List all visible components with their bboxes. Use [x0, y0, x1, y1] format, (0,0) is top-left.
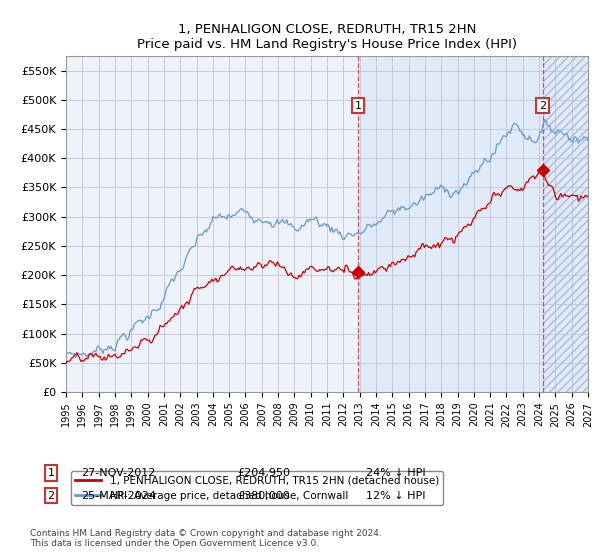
Text: 25-MAR-2024: 25-MAR-2024	[81, 491, 156, 501]
Bar	[543, 44, 588, 395]
Text: Contains HM Land Registry data © Crown copyright and database right 2024.
This d: Contains HM Land Registry data © Crown c…	[30, 529, 382, 548]
Text: 24% ↓ HPI: 24% ↓ HPI	[366, 468, 425, 478]
Text: 1: 1	[355, 101, 361, 111]
Text: £380,000: £380,000	[237, 491, 290, 501]
Title: 1, PENHALIGON CLOSE, REDRUTH, TR15 2HN
Price paid vs. HM Land Registry's House P: 1, PENHALIGON CLOSE, REDRUTH, TR15 2HN P…	[137, 22, 517, 50]
Text: 12% ↓ HPI: 12% ↓ HPI	[366, 491, 425, 501]
Text: 2: 2	[539, 101, 547, 111]
Legend: 1, PENHALIGON CLOSE, REDRUTH, TR15 2HN (detached house), HPI: Average price, det: 1, PENHALIGON CLOSE, REDRUTH, TR15 2HN (…	[71, 471, 443, 505]
Bar	[358, 56, 588, 392]
Text: 27-NOV-2012: 27-NOV-2012	[81, 468, 155, 478]
Text: 1: 1	[47, 468, 55, 478]
Text: £204,950: £204,950	[237, 468, 290, 478]
Text: 2: 2	[47, 491, 55, 501]
